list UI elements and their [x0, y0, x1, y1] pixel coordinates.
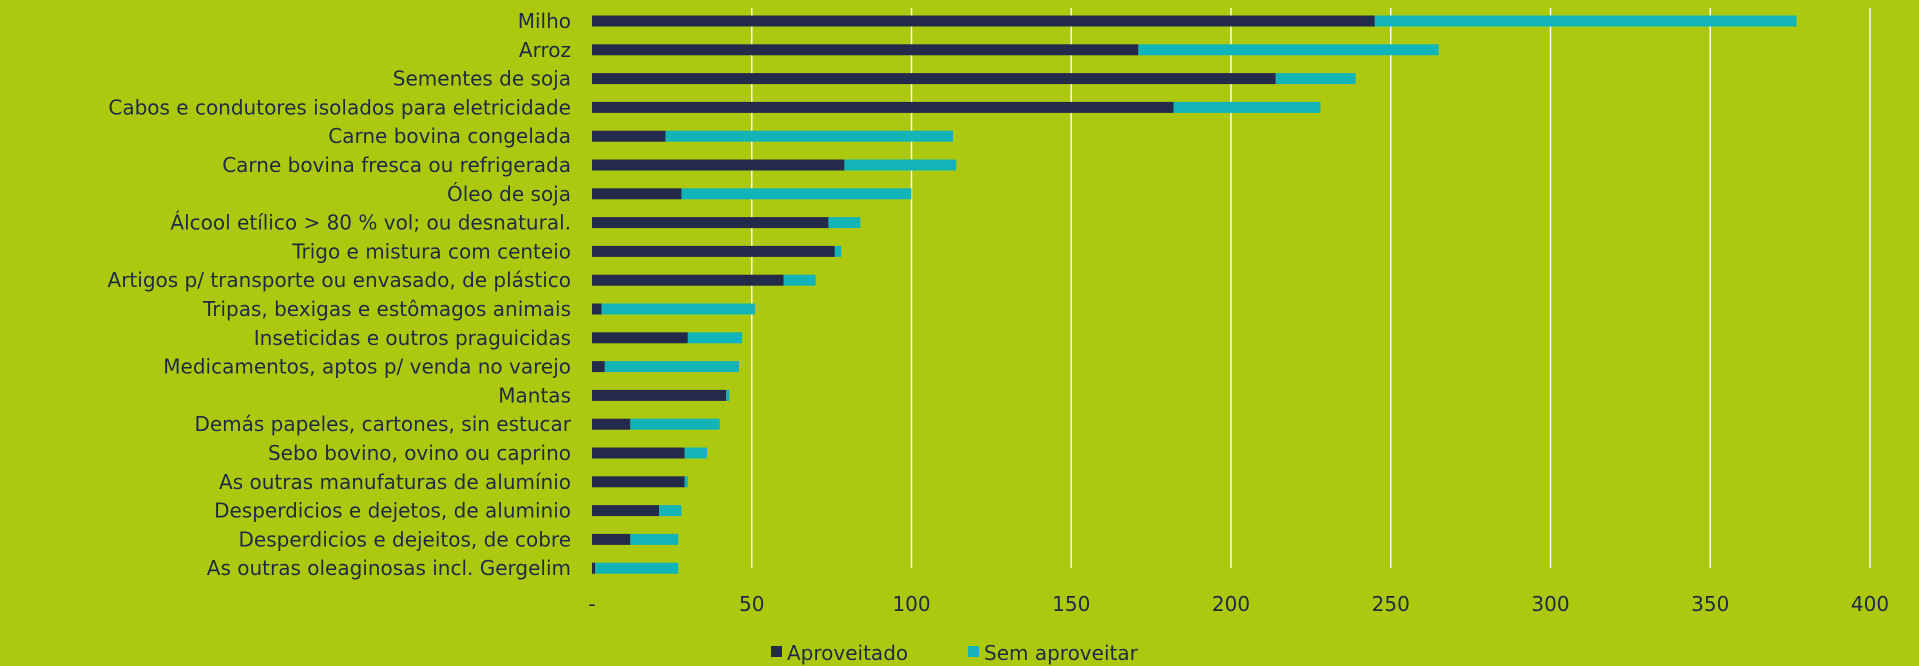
bar-aproveitado-cabos-e-condutores-isolados-para-eletricidade [592, 101, 1174, 113]
legend-swatch-aproveitado [771, 646, 782, 657]
category-label-medicamentos-aptos-p-venda-no-varejo: Medicamentos, aptos p/ venda no varejo [163, 355, 571, 379]
category-label-as-outras-manufaturas-de-aluminio: As outras manufaturas de alumínio [219, 470, 571, 494]
x-tick-label: 150 [1052, 592, 1090, 616]
bar-sem-aproveitar-desperdicios-e-dejeitos-de-cobre [630, 533, 679, 545]
bar-sem-aproveitar-carne-bovina-congelada [665, 130, 954, 142]
category-label-sebo-bovino-ovino-ou-caprino: Sebo bovino, ovino ou caprino [268, 441, 571, 465]
x-tick-label: 350 [1691, 592, 1729, 616]
bar-sem-aproveitar-as-outras-oleaginosas-incl-gergelim [595, 562, 679, 574]
bars [592, 15, 1797, 574]
bar-aproveitado-sebo-bovino-ovino-ou-caprino [592, 447, 685, 459]
x-tick-label: 400 [1851, 592, 1889, 616]
category-label-oleo-de-soja: Óleo de soja [447, 182, 571, 206]
category-label-desperdicios-e-dejetos-de-aluminio: Desperdicios e dejetos, de aluminio [214, 499, 571, 523]
bar-aproveitado-inseticidas-e-outros-praguicidas [592, 332, 688, 344]
bar-sem-aproveitar-as-outras-manufaturas-de-aluminio [684, 476, 688, 488]
bar-sem-aproveitar-mantas [726, 389, 730, 401]
bar-sem-aproveitar-inseticidas-e-outros-praguicidas [687, 332, 743, 344]
bar-sem-aproveitar-oleo-de-soja [681, 188, 912, 200]
bar-aproveitado-mantas [592, 389, 727, 401]
bar-sem-aproveitar-sementes-de-soja [1275, 73, 1356, 85]
x-tick-label: 200 [1212, 592, 1250, 616]
bar-sem-aproveitar-alcool-etilico-80-vol-ou-desnatural [828, 217, 861, 229]
category-labels: Milho Arroz Sementes de soja Cabos e condut… [108, 9, 572, 580]
category-label-trigo-e-mistura-com-centeio: Trigo e mistura com centeio [291, 239, 571, 263]
bar-aproveitado-arroz [592, 44, 1139, 56]
bar-aproveitado-tripas-bexigas-e-estomagos-animais [592, 303, 602, 315]
bar-sem-aproveitar-arroz [1138, 44, 1439, 56]
bar-aproveitado-as-outras-oleaginosas-incl-gergelim [592, 562, 596, 574]
bar-aproveitado-as-outras-manufaturas-de-aluminio [592, 476, 685, 488]
category-label-desperdicios-e-dejeitos-de-cobre: Desperdicios e dejeitos, de cobre [239, 527, 571, 551]
bar-sem-aproveitar-milho [1374, 15, 1797, 27]
bar-sem-aproveitar-trigo-e-mistura-com-centeio [834, 245, 842, 257]
bar-sem-aproveitar-sebo-bovino-ovino-ou-caprino [684, 447, 708, 459]
category-label-carne-bovina-fresca-ou-refrigerada: Carne bovina fresca ou refrigerada [222, 153, 571, 177]
bar-aproveitado-demas-papeles-cartones-sin-estucar [592, 418, 631, 430]
bar-sem-aproveitar-artigos-p-transporte-ou-envasado-de-plastico [783, 274, 816, 286]
category-label-artigos-p-transporte-ou-envasado-de-plastico: Artigos p/ transporte ou envasado, de pl… [108, 268, 571, 292]
legend: Aproveitado Sem aproveitar [771, 641, 1139, 665]
x-tick-label: 250 [1372, 592, 1410, 616]
legend-label-aproveitado: Aproveitado [787, 641, 908, 665]
bar-aproveitado-oleo-de-soja [592, 188, 682, 200]
bar-aproveitado-sementes-de-soja [592, 73, 1276, 85]
x-tick-label: 100 [892, 592, 930, 616]
legend-label-sem-aproveitar: Sem aproveitar [984, 641, 1139, 665]
bar-aproveitado-trigo-e-mistura-com-centeio [592, 245, 835, 257]
category-label-carne-bovina-congelada: Carne bovina congelada [328, 124, 571, 148]
bar-aproveitado-artigos-p-transporte-ou-envasado-de-plastico [592, 274, 784, 286]
bar-sem-aproveitar-cabos-e-condutores-isolados-para-eletricidade [1173, 101, 1321, 113]
bar-aproveitado-alcool-etilico-80-vol-ou-desnatural [592, 217, 829, 229]
bar-aproveitado-milho [592, 15, 1375, 27]
legend-swatch-sem-aproveitar [968, 646, 979, 657]
category-label-as-outras-oleaginosas-incl-gergelim: As outras oleaginosas incl. Gergelim [207, 556, 571, 580]
bar-sem-aproveitar-tripas-bexigas-e-estomagos-animais [601, 303, 755, 315]
category-label-milho: Milho [518, 9, 571, 33]
category-label-sementes-de-soja: Sementes de soja [393, 67, 571, 91]
bar-sem-aproveitar-desperdicios-e-dejetos-de-aluminio [659, 505, 682, 517]
x-tick-label: 50 [739, 592, 764, 616]
x-tick-label: - [588, 592, 595, 616]
bar-aproveitado-carne-bovina-fresca-ou-refrigerada [592, 159, 845, 171]
bar-aproveitado-desperdicios-e-dejetos-de-aluminio [592, 505, 660, 517]
gridlines [751, 8, 1871, 568]
category-label-arroz: Arroz [519, 38, 571, 62]
category-label-demas-papeles-cartones-sin-estucar: Demás papeles, cartones, sin estucar [194, 412, 571, 436]
category-label-alcool-etilico-80-vol-ou-desnatural: Álcool etílico > 80 % vol; ou desnatural… [170, 211, 571, 235]
bar-aproveitado-carne-bovina-congelada [592, 130, 666, 142]
x-tick-label: 300 [1531, 592, 1569, 616]
bar-aproveitado-desperdicios-e-dejeitos-de-cobre [592, 533, 631, 545]
category-label-mantas: Mantas [498, 383, 571, 407]
bar-aproveitado-medicamentos-aptos-p-venda-no-varejo [592, 361, 605, 373]
x-axis-ticks: - 50 100 150 200 250 300 350 400 [588, 592, 1889, 616]
bar-sem-aproveitar-demas-papeles-cartones-sin-estucar [630, 418, 720, 430]
category-label-tripas-bexigas-e-estomagos-animais: Tripas, bexigas e estômagos animais [202, 297, 571, 321]
category-label-inseticidas-e-outros-praguicidas: Inseticidas e outros praguicidas [254, 326, 571, 350]
category-label-cabos-e-condutores-isolados-para-eletricidade: Cabos e condutores isolados para eletric… [108, 95, 571, 119]
bar-sem-aproveitar-medicamentos-aptos-p-venda-no-varejo [604, 361, 739, 373]
bar-sem-aproveitar-carne-bovina-fresca-ou-refrigerada [844, 159, 957, 171]
